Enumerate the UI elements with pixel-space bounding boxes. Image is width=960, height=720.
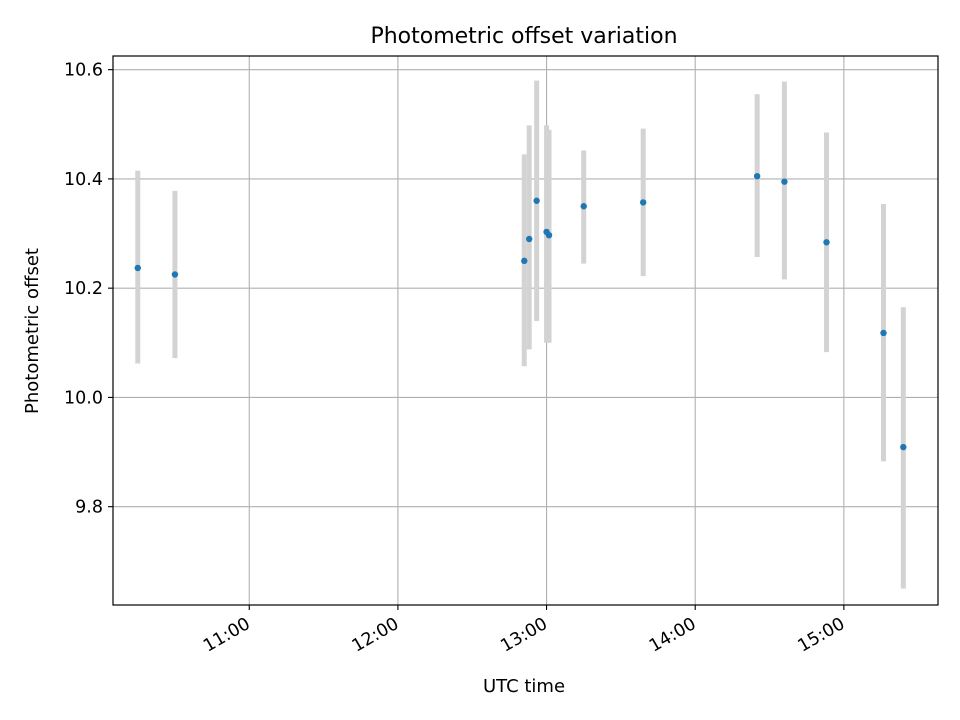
y-tick-label: 9.8 bbox=[75, 498, 103, 518]
y-tick-label: 10.4 bbox=[64, 170, 103, 190]
data-point bbox=[134, 264, 141, 272]
y-tick-label: 10.0 bbox=[64, 388, 103, 408]
data-point bbox=[171, 271, 179, 278]
data-point bbox=[545, 231, 553, 239]
data-point bbox=[753, 172, 761, 180]
chart-title: Photometric offset variation bbox=[370, 24, 677, 49]
y-tick-label: 10.6 bbox=[64, 61, 103, 81]
data-point bbox=[533, 197, 540, 204]
data-point bbox=[580, 203, 587, 210]
data-point bbox=[521, 257, 528, 265]
data-point bbox=[823, 239, 830, 246]
data-point bbox=[880, 329, 887, 337]
data-point bbox=[526, 235, 533, 243]
x-axis-label: UTC time bbox=[483, 676, 565, 697]
y-axis-label: Photometric offset bbox=[22, 248, 43, 414]
y-tick-label: 10.2 bbox=[64, 279, 103, 299]
data-points bbox=[134, 172, 907, 451]
data-point bbox=[639, 199, 647, 206]
data-point bbox=[900, 443, 907, 451]
plot-frame bbox=[112, 55, 939, 606]
data-point bbox=[781, 178, 788, 185]
